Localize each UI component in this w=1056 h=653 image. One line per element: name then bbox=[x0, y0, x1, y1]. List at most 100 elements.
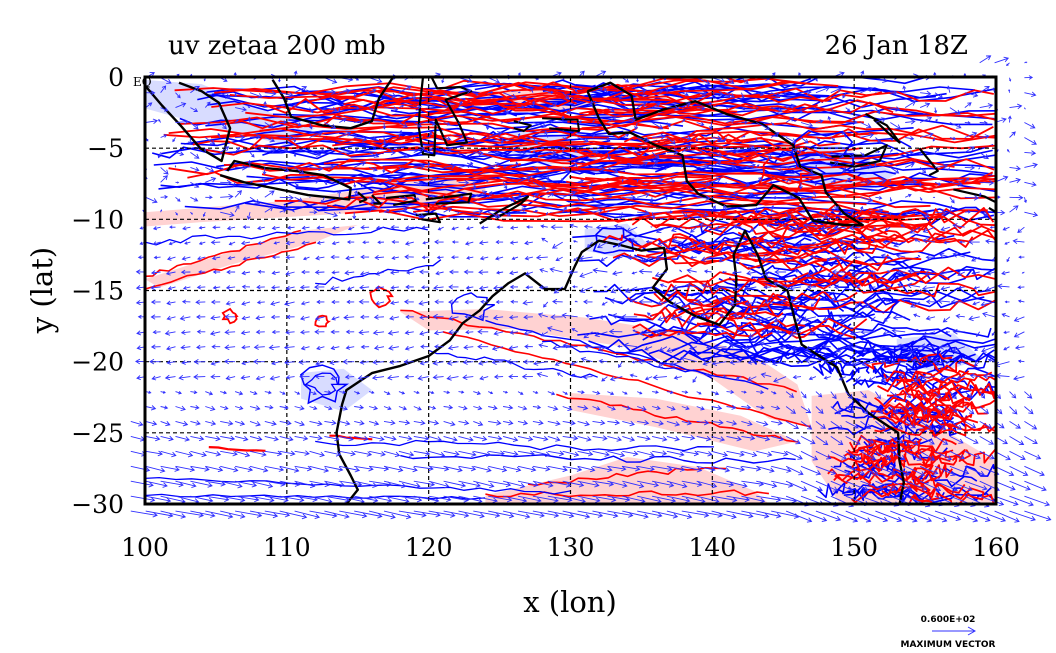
wind-vector bbox=[316, 299, 325, 305]
wind-vector bbox=[919, 197, 923, 201]
wind-vector bbox=[428, 131, 432, 138]
wind-vector bbox=[832, 225, 846, 231]
wind-vector bbox=[464, 241, 474, 246]
x-axis-label: x (lon) bbox=[523, 585, 617, 619]
wind-vector bbox=[741, 404, 752, 410]
wind-vector bbox=[711, 205, 716, 213]
wind-vector bbox=[711, 135, 723, 142]
wind-vector bbox=[788, 226, 802, 232]
wind-vector bbox=[979, 211, 989, 217]
wind-vector bbox=[895, 253, 906, 259]
coastline-segment bbox=[335, 229, 905, 504]
wind-vector bbox=[785, 450, 803, 460]
wind-vector bbox=[1009, 450, 1026, 461]
wind-vector bbox=[845, 177, 851, 183]
wind-vector bbox=[728, 342, 742, 348]
wind-vector bbox=[219, 105, 221, 108]
wind-vector bbox=[175, 102, 187, 109]
wind-vector bbox=[167, 286, 176, 291]
wind-vector bbox=[286, 225, 295, 230]
wind-vector bbox=[541, 237, 549, 243]
wind-vector bbox=[458, 195, 464, 199]
wind-vector bbox=[234, 405, 244, 411]
x-tick-label: 120 bbox=[405, 533, 453, 562]
wind-vector bbox=[524, 255, 533, 261]
wind-vector bbox=[592, 406, 601, 411]
wind-vector bbox=[860, 152, 865, 156]
wind-vector bbox=[726, 404, 737, 410]
wind-vector bbox=[868, 285, 876, 290]
x-axis-ticks: 100 110 120 130 140 150 160 bbox=[121, 533, 1020, 562]
wind-vector bbox=[390, 300, 399, 306]
x-tick-label: 140 bbox=[688, 533, 736, 562]
wind-vector bbox=[190, 465, 210, 472]
wind-vector bbox=[830, 450, 847, 460]
wind-vector bbox=[413, 163, 426, 170]
wind-vector bbox=[607, 391, 615, 396]
wind-vector bbox=[773, 376, 787, 383]
wind-vector bbox=[553, 286, 563, 294]
wind-vector bbox=[240, 330, 251, 336]
wind-vector bbox=[160, 77, 172, 84]
wind-vector bbox=[696, 480, 718, 489]
wind-vector bbox=[633, 151, 638, 153]
wind-vector bbox=[800, 89, 812, 95]
wind-vector bbox=[488, 435, 503, 441]
wind-vector bbox=[934, 163, 948, 169]
wind-vector bbox=[898, 373, 906, 378]
wind-vector bbox=[860, 480, 884, 491]
wind-vector bbox=[404, 374, 414, 380]
wind-vector bbox=[655, 226, 668, 234]
wind-vector bbox=[860, 179, 872, 185]
wind-vector bbox=[428, 450, 446, 458]
wind-vector bbox=[740, 92, 745, 99]
wind-vector bbox=[786, 147, 799, 154]
wind-vector bbox=[211, 255, 221, 261]
wind-vector bbox=[324, 435, 340, 442]
wind-vector bbox=[1009, 406, 1018, 415]
vorticity-contour bbox=[428, 349, 598, 379]
wind-vector bbox=[337, 189, 342, 198]
wind-vector bbox=[145, 102, 153, 108]
wind-vector bbox=[398, 419, 411, 426]
wind-vector bbox=[166, 345, 176, 351]
wind-vector bbox=[1024, 75, 1034, 80]
wind-vector bbox=[800, 122, 814, 128]
wind-vector bbox=[175, 465, 196, 473]
wind-vector bbox=[270, 300, 280, 306]
vorticity-contour bbox=[542, 340, 713, 380]
wind-vector bbox=[398, 129, 403, 138]
wind-vector bbox=[890, 167, 900, 174]
wind-vector bbox=[982, 311, 995, 318]
wind-vector bbox=[773, 316, 787, 323]
wind-vector bbox=[242, 225, 251, 230]
wind-vector bbox=[636, 102, 647, 108]
vorticity-contour bbox=[412, 196, 931, 217]
wind-vector bbox=[562, 92, 570, 100]
wind-vector bbox=[949, 450, 966, 460]
wind-vector bbox=[681, 145, 691, 153]
wind-vector bbox=[592, 196, 596, 201]
wind-vector bbox=[572, 285, 578, 289]
vorticity-contour bbox=[556, 393, 799, 443]
vorticity-contour bbox=[192, 133, 447, 151]
wind-vector bbox=[771, 435, 785, 442]
wind-vector bbox=[572, 240, 578, 243]
wind-vector bbox=[279, 450, 296, 457]
wind-vector bbox=[822, 344, 831, 349]
wind-vector bbox=[339, 149, 352, 155]
wind-vector bbox=[235, 495, 260, 503]
wind-vector bbox=[562, 405, 573, 412]
vorticity-contour bbox=[646, 247, 922, 266]
wind-vector bbox=[938, 270, 950, 277]
wind-vector bbox=[347, 226, 355, 231]
wind-vector bbox=[331, 270, 340, 275]
wind-vector bbox=[845, 119, 858, 126]
wind-vector bbox=[149, 358, 161, 365]
wind-vector bbox=[1009, 205, 1019, 213]
wind-vector bbox=[315, 360, 325, 366]
wind-vector bbox=[473, 495, 498, 504]
wind-vector bbox=[503, 419, 514, 426]
wind-vector bbox=[1024, 406, 1034, 415]
wind-vector bbox=[736, 256, 742, 262]
